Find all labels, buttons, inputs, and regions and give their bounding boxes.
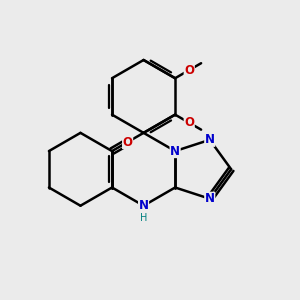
Text: N: N <box>139 199 148 212</box>
Text: H: H <box>140 213 147 223</box>
Text: O: O <box>184 64 194 76</box>
Text: N: N <box>205 192 215 205</box>
Text: O: O <box>123 136 133 148</box>
Text: O: O <box>184 116 194 129</box>
Text: N: N <box>205 133 215 146</box>
Text: N: N <box>170 145 180 158</box>
